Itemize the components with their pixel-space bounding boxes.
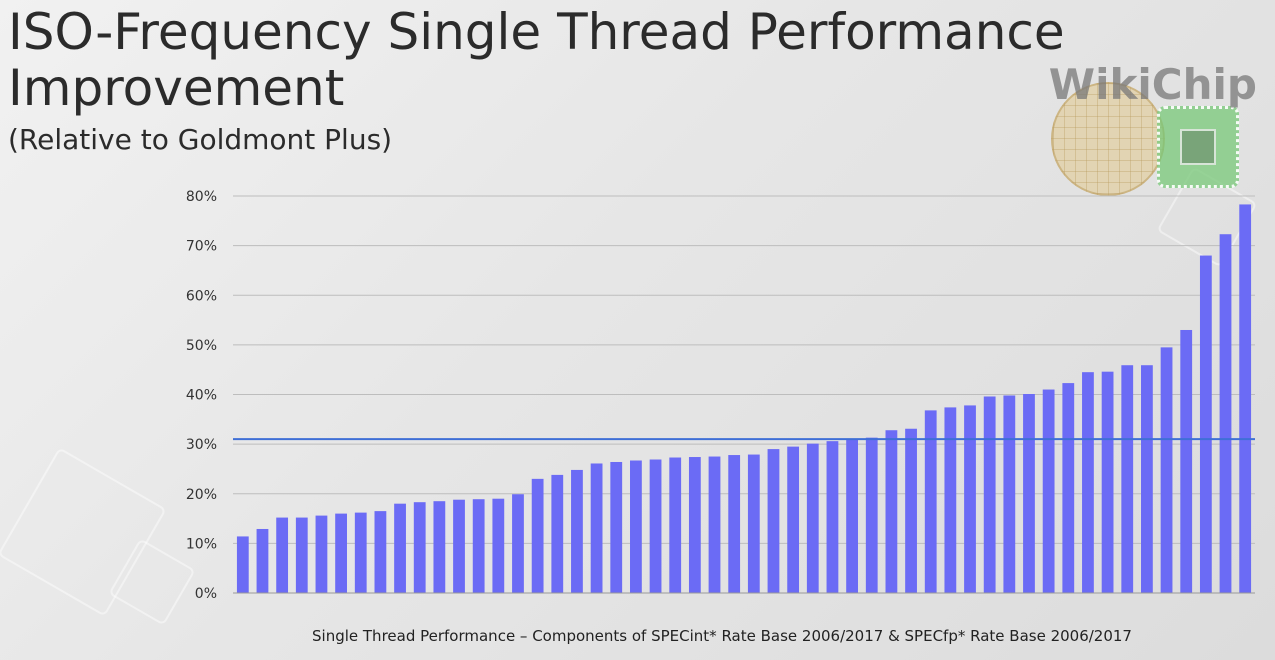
wafer-icon [1051,82,1165,196]
bar [354,512,367,593]
bar [826,441,839,593]
bar [964,405,976,593]
y-tick-label: 60% [186,288,217,304]
page-title: ISO-Frequency Single Thread Performance … [8,3,1065,117]
bar [1121,365,1134,593]
bar [708,456,721,593]
bar [728,455,741,593]
bar [1180,329,1193,593]
bar [413,502,426,593]
bar [806,443,819,593]
bar [688,457,701,593]
bar [295,517,308,593]
bar [747,454,760,593]
bar [944,407,957,593]
y-tick-label: 80% [186,189,217,205]
y-tick-label: 40% [186,388,217,404]
bar [1042,389,1055,593]
bar [315,515,328,593]
bar [1239,204,1252,593]
chip-icon [1157,106,1239,188]
y-tick-label: 30% [186,437,217,453]
bar [1141,365,1153,593]
bar [1199,255,1212,594]
y-tick-label: 50% [186,338,217,354]
y-tick-label: 20% [186,487,217,503]
bar [865,437,878,593]
bar [590,463,603,593]
y-tick-label: 70% [186,239,217,255]
bar [335,513,347,593]
bar [669,457,682,593]
bar [630,460,642,593]
bar [512,494,524,593]
bar [571,469,583,593]
bar [787,446,800,593]
x-axis-label: Single Thread Performance – Components o… [312,627,1132,645]
bar [236,536,249,593]
bar [767,449,780,593]
page-subtitle: (Relative to Goldmont Plus) [8,123,393,156]
bar [1023,394,1035,593]
bar [885,430,898,593]
bars [236,204,1252,594]
logo-text: WikiChip [1048,60,1257,109]
bar [1082,372,1094,593]
bar [846,439,858,593]
bar [453,499,465,593]
y-axis-ticks: 0% 10% 20% 30% 40% 50% 60% 70% 80% [186,189,217,602]
bar [1160,347,1173,593]
bar [649,459,662,593]
bar [610,461,623,593]
y-tick-label: 0% [195,586,217,602]
bar [492,498,505,593]
wikichip-logo: WikiChip [1045,60,1275,200]
bar [256,528,269,593]
bar [276,517,289,593]
bar [905,428,917,593]
bar [1062,383,1075,593]
bar [983,396,996,593]
bar [374,511,387,593]
bar [924,410,937,593]
bar [433,501,446,593]
y-tick-label: 10% [186,536,217,552]
bar [394,503,406,593]
bar [1101,371,1114,593]
bar [1003,395,1016,593]
bar [531,478,544,593]
bar [551,474,564,593]
bar [1219,234,1232,593]
bar [472,499,485,593]
